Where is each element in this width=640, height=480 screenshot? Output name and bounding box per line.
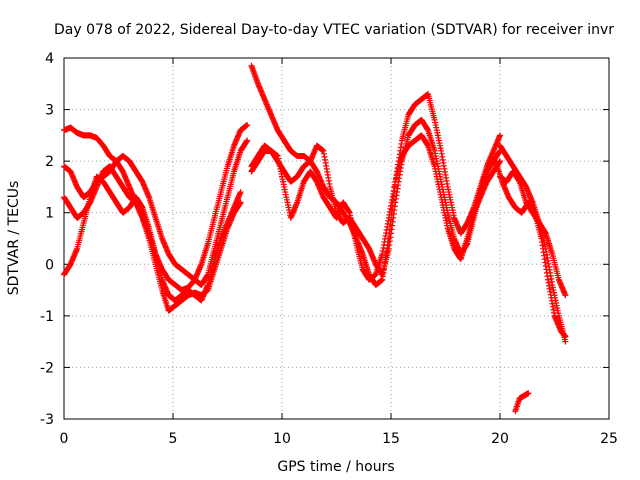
chart-title: Day 078 of 2022, Sidereal Day-to-day VTE… bbox=[54, 22, 614, 38]
x-tick-label: 25 bbox=[600, 431, 618, 447]
plot-frame bbox=[63, 57, 610, 420]
x-axis-label: GPS time / hours bbox=[277, 459, 394, 475]
y-axis-label: SDTVAR / TECUs bbox=[6, 181, 22, 296]
data-point bbox=[562, 333, 569, 340]
series-track-b bbox=[61, 137, 251, 288]
data-point bbox=[237, 189, 244, 196]
series-track-j bbox=[479, 158, 569, 340]
y-tick-label: 4 bbox=[45, 51, 54, 67]
x-tick-label: 15 bbox=[382, 431, 400, 447]
data-point bbox=[562, 292, 569, 299]
grid bbox=[64, 58, 609, 419]
x-tick-label: 10 bbox=[273, 431, 291, 447]
data-point bbox=[497, 132, 503, 139]
data-point bbox=[237, 199, 244, 206]
y-tick-label: -3 bbox=[40, 412, 54, 428]
x-tick-label: 5 bbox=[169, 431, 178, 447]
y-tick-label: 0 bbox=[45, 257, 54, 273]
y-tick-label: -2 bbox=[40, 360, 54, 376]
data-points bbox=[61, 62, 569, 415]
series-track-a bbox=[61, 122, 251, 294]
series-track-d bbox=[61, 163, 244, 314]
data-point bbox=[244, 137, 251, 144]
x-tick-label: 0 bbox=[60, 431, 69, 447]
data-point bbox=[562, 338, 569, 345]
series-track-g bbox=[248, 132, 503, 283]
series-track-h bbox=[497, 142, 569, 345]
y-tick-label: 3 bbox=[45, 103, 54, 119]
series-track-k bbox=[512, 390, 532, 415]
x-tick-label: 20 bbox=[491, 431, 509, 447]
y-tick-label: 2 bbox=[45, 154, 54, 170]
data-point bbox=[244, 122, 251, 129]
axis-ticks: 0 5 10 15 20 25 -3 -2 -1 0 1 2 3 4 bbox=[40, 51, 618, 447]
data-point bbox=[525, 390, 532, 397]
y-tick-label: 1 bbox=[45, 206, 54, 222]
y-tick-label: -1 bbox=[40, 309, 54, 325]
